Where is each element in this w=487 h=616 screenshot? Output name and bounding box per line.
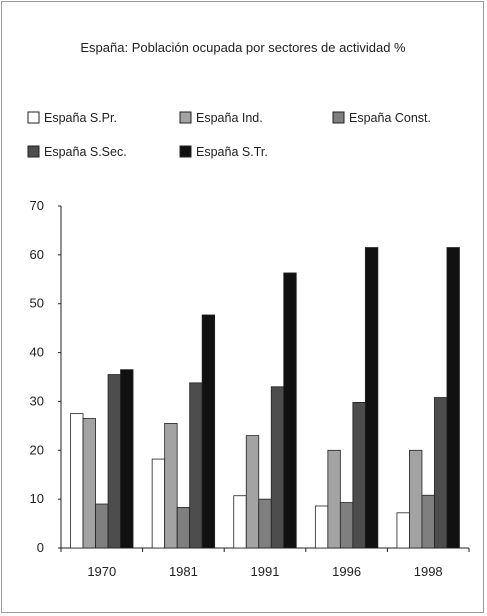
bar	[409, 450, 422, 548]
legend-swatch	[180, 146, 191, 157]
legend-label: España Ind.	[196, 111, 263, 125]
bar	[340, 503, 353, 548]
bar	[271, 387, 284, 548]
legend-label: España S.Tr.	[196, 145, 268, 159]
bar	[121, 370, 134, 548]
bar	[165, 423, 178, 548]
bars	[71, 248, 460, 548]
x-tick-label: 1998	[414, 564, 443, 579]
legend-label: España S.Sec.	[44, 145, 127, 159]
bar	[353, 402, 366, 548]
bar	[328, 450, 341, 548]
y-tick-label: 0	[37, 540, 44, 555]
x-tick-label: 1970	[87, 564, 116, 579]
y-tick-label: 50	[30, 296, 44, 311]
bar	[422, 495, 435, 548]
y-tick-label: 30	[30, 393, 44, 408]
y-axis: 0 10 20 30 40 50 60 70	[30, 198, 61, 555]
bar	[234, 496, 247, 548]
legend-swatch	[28, 146, 39, 157]
bar	[108, 375, 121, 548]
bar	[246, 436, 259, 548]
bar	[152, 459, 165, 548]
bar	[434, 398, 447, 548]
y-tick-label: 10	[30, 491, 44, 506]
bar	[259, 499, 272, 548]
legend-swatch	[333, 112, 344, 123]
legend-label: España Const.	[349, 111, 431, 125]
legend-label: España S.Pr.	[44, 111, 117, 125]
bar	[284, 273, 297, 548]
bar	[365, 248, 378, 548]
y-tick-label: 70	[30, 198, 44, 213]
x-axis: 1970 1981 1991 1996 1998	[61, 548, 469, 579]
x-tick-label: 1981	[169, 564, 198, 579]
bar	[177, 507, 190, 548]
y-tick-label: 20	[30, 442, 44, 457]
y-tick-label: 60	[30, 247, 44, 262]
bar	[83, 419, 96, 548]
x-tick-label: 1996	[332, 564, 361, 579]
x-tick-label: 1991	[251, 564, 280, 579]
bar	[447, 248, 460, 548]
legend-swatch	[28, 112, 39, 123]
bar	[71, 414, 84, 548]
y-tick-label: 40	[30, 345, 44, 360]
bar	[202, 315, 215, 548]
bar	[190, 383, 203, 548]
bar	[315, 506, 328, 548]
chart-title: España: Población ocupada por sectores d…	[80, 40, 406, 55]
legend-swatch	[180, 112, 191, 123]
legend: España S.Pr. España Ind. España Const. Espa…	[28, 111, 431, 159]
bar	[96, 504, 109, 548]
bar	[397, 513, 410, 548]
